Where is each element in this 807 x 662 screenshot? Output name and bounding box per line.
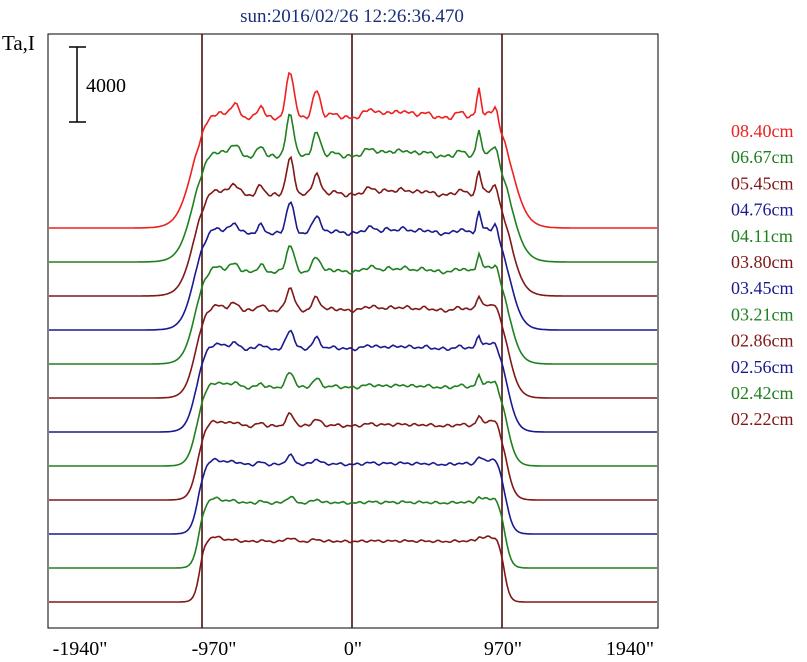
legend-entry: 02.56cm	[731, 357, 794, 377]
series-line	[49, 71, 657, 229]
legend-entry: 08.40cm	[731, 121, 794, 141]
legend-entry: 03.21cm	[731, 304, 794, 324]
plot-frame	[47, 33, 659, 629]
x-tick-label: 1940"	[606, 638, 654, 660]
legend-entry: 02.22cm	[731, 409, 794, 429]
x-tick-labels: -1940" -970" 0" 970" 1940"	[53, 638, 655, 660]
legend-entry: 06.67cm	[731, 147, 794, 167]
series-line	[49, 155, 657, 297]
x-tick-label: -1940"	[53, 638, 108, 660]
x-tick-label: 0"	[344, 638, 362, 660]
legend-entry: 05.45cm	[731, 173, 794, 193]
series-line	[49, 329, 657, 433]
legend-entry: 04.11cm	[731, 226, 793, 246]
y-axis-label: Ta,I	[2, 31, 35, 55]
legend-entry: 03.45cm	[731, 278, 794, 298]
series-line	[49, 201, 657, 331]
x-tick-label: 970"	[484, 638, 522, 660]
legend: 08.40cm 06.67cm 05.45cm 04.76cm 04.11cm 03.80…	[731, 121, 794, 429]
series-group	[49, 71, 657, 603]
legend-entry: 03.80cm	[731, 252, 794, 272]
series-line	[49, 245, 657, 365]
scale-bar-label: 4000	[86, 75, 126, 97]
series-line	[49, 495, 657, 569]
series-line	[49, 113, 657, 263]
reference-lines	[201, 34, 503, 628]
legend-entry: 02.42cm	[731, 383, 794, 403]
x-tick-label: -970"	[192, 638, 237, 660]
series-line	[49, 535, 657, 603]
series-line	[49, 371, 657, 467]
scale-bar: 4000	[69, 46, 126, 123]
legend-entry: 02.86cm	[731, 331, 794, 351]
series-line	[49, 411, 657, 501]
series-line	[49, 287, 657, 399]
series-line	[49, 453, 657, 535]
chart-title: sun:2016/02/26 12:26:36.470	[240, 6, 464, 27]
legend-entry: 04.76cm	[731, 200, 794, 220]
